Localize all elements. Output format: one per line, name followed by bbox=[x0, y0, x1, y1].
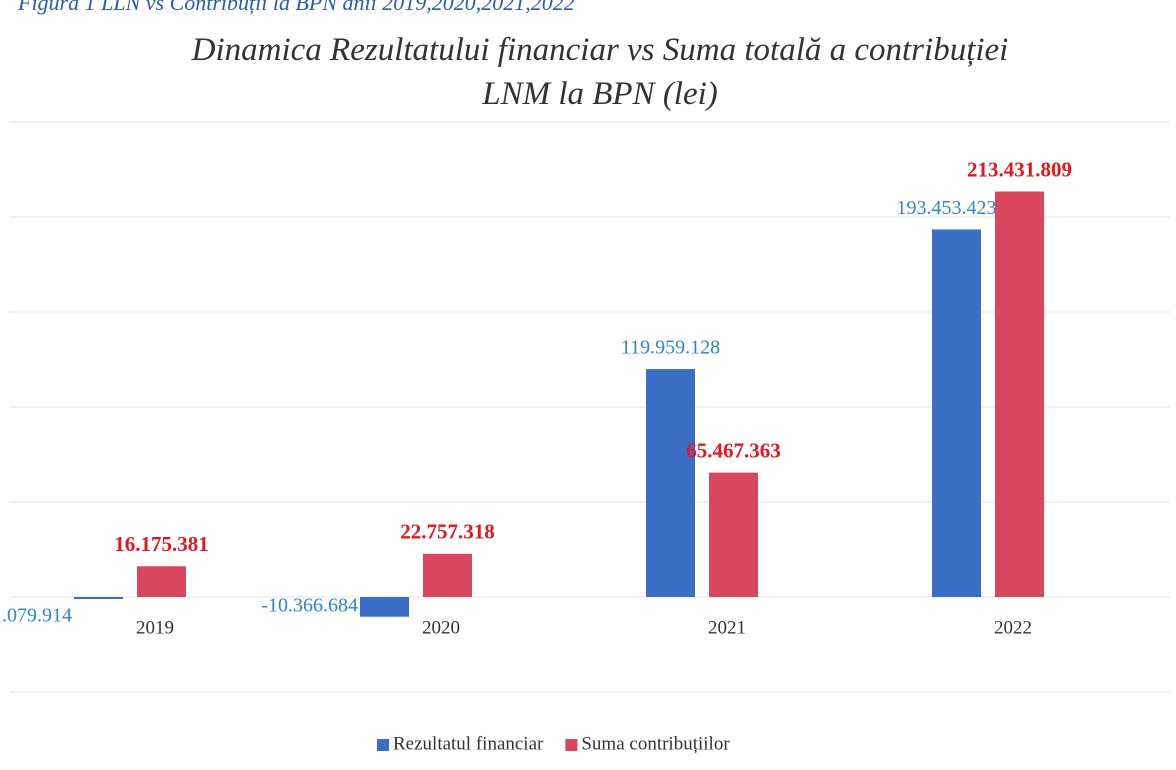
chart-title: Dinamica Rezultatului financiar vs Suma … bbox=[191, 32, 1009, 112]
legend-swatch bbox=[565, 739, 578, 751]
bar bbox=[709, 472, 758, 597]
x-tick-label: 2021 bbox=[708, 617, 746, 638]
data-label: 119.959.128 bbox=[621, 337, 720, 359]
data-label: -1.079.914 bbox=[0, 605, 72, 627]
bar bbox=[137, 566, 186, 597]
figure-caption: Figura 1 LLN vs Contribuții la BPN anii … bbox=[18, 0, 575, 15]
data-label: 193.453.423 bbox=[897, 197, 997, 219]
legend-swatch bbox=[377, 739, 389, 751]
data-label: 213.431.809 bbox=[967, 157, 1072, 181]
data-label: 65.467.363 bbox=[686, 438, 781, 462]
data-label: 16.175.381 bbox=[114, 532, 209, 556]
bar bbox=[646, 369, 695, 597]
bar bbox=[74, 597, 123, 600]
x-tick-label: 2019 bbox=[136, 617, 174, 638]
legend-label: Suma contribuțiilor bbox=[581, 733, 730, 754]
legend-label: Rezultatul financiar bbox=[393, 733, 544, 754]
x-tick-label: 2020 bbox=[422, 617, 460, 638]
x-tick-label: 2022 bbox=[994, 617, 1032, 638]
bar bbox=[360, 597, 409, 617]
bar bbox=[932, 229, 981, 598]
data-label: 22.757.318 bbox=[400, 520, 495, 544]
bar bbox=[995, 191, 1044, 598]
bar bbox=[423, 553, 472, 597]
data-label: -10.366.684 bbox=[261, 595, 358, 617]
